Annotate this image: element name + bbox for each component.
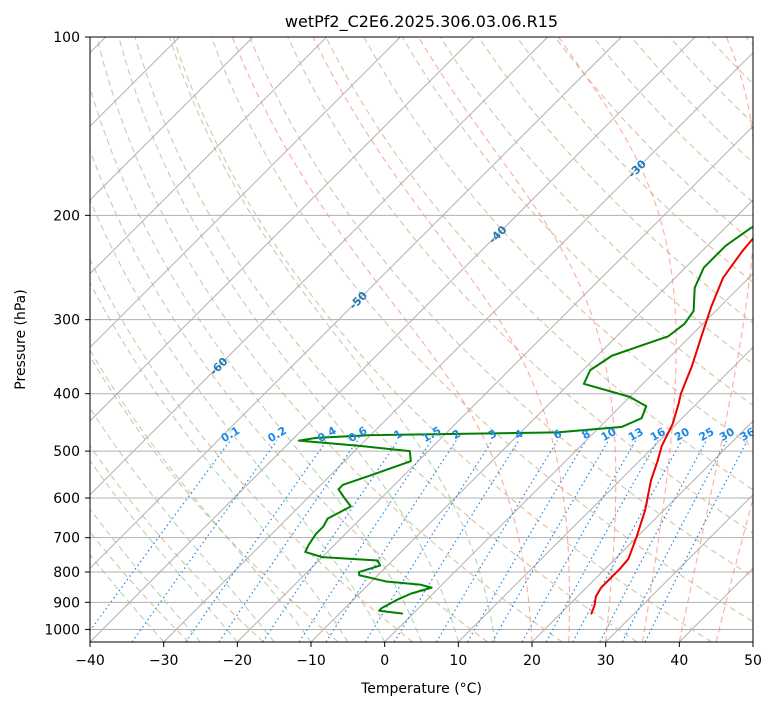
mixing-ratio-line <box>435 440 558 642</box>
moist-adiabat <box>715 496 753 642</box>
y-tick-label: 500 <box>53 444 80 460</box>
x-tick-label: 40 <box>670 653 688 669</box>
dry-adiabat <box>96 37 563 642</box>
moist-adiabat <box>90 198 386 642</box>
mixing-ratio-line <box>131 440 278 642</box>
x-tick-label: 0 <box>380 653 389 669</box>
x-tick-label: 30 <box>597 653 615 669</box>
moist-adiabat <box>90 85 423 642</box>
moist-adiabat <box>418 37 617 642</box>
dry-adiabat <box>134 37 638 642</box>
x-tick-label: 50 <box>744 653 762 669</box>
dry-adiabat <box>90 258 414 642</box>
x-tick-label: 20 <box>523 653 541 669</box>
moist-adiabat <box>90 407 275 642</box>
mixing-ratio-line <box>491 440 609 642</box>
mixing-ratio-line <box>621 440 728 642</box>
dry-adiabat <box>248 37 753 578</box>
y-axis-title: Pressure (hPa) <box>13 289 29 389</box>
moist-adiabat <box>558 37 677 642</box>
x-tick-label: −10 <box>296 653 326 669</box>
dry-adiabat <box>287 37 753 534</box>
isotherm-line <box>457 346 753 642</box>
axes: −40 −30 −20 −10 0 10 20 30 40 50 100 200 300 400 500 60… <box>44 30 762 669</box>
y-tick-label: 100 <box>53 30 80 46</box>
isotherm-line <box>90 37 475 422</box>
isotherm-line <box>531 420 753 642</box>
mixing-ratio-line <box>298 440 432 642</box>
y-tick-label: 400 <box>53 387 80 403</box>
moist-adiabat <box>90 459 238 642</box>
moist-adiabat <box>168 37 496 642</box>
mixing-ratio-line <box>644 440 748 642</box>
dewpoint-line <box>297 225 753 615</box>
y-tick-label: 900 <box>53 595 80 611</box>
mixing-ratio-line <box>364 440 493 642</box>
dry-adiabat <box>516 37 753 284</box>
moist-adiabat <box>118 37 459 642</box>
y-tick-label: 700 <box>53 531 80 547</box>
mixing-ratio-label: 36 <box>738 425 758 444</box>
dry-adiabat <box>210 37 753 623</box>
x-tick-label: −20 <box>223 653 253 669</box>
y-tick-label: 600 <box>53 491 80 507</box>
dry-adiabat <box>172 37 712 642</box>
mixing-ratio-line <box>572 440 683 642</box>
y-tick-label: 300 <box>53 313 80 329</box>
moist-adiabat <box>231 37 533 642</box>
mixing-ratio-line <box>393 440 520 642</box>
mixing-ratio-line <box>185 440 328 642</box>
isotherm-line <box>384 272 753 642</box>
y-tick-label: 200 <box>53 208 80 224</box>
x-axis-title: Temperature (°C) <box>360 681 482 697</box>
isotherm-line <box>90 37 254 201</box>
isotherm-line <box>605 493 753 642</box>
isotherm-line <box>236 125 753 642</box>
moist-adiabat <box>312 37 571 642</box>
plot-area <box>90 37 753 642</box>
mixing-ratio-line <box>466 440 587 642</box>
dry-adiabat <box>325 37 753 491</box>
chart-title: wetPf2_C2E6.2025.306.03.06.R15 <box>285 12 558 32</box>
isotherm-line <box>90 37 328 275</box>
moist-adiabat <box>678 37 753 642</box>
x-tick-label: 10 <box>449 653 467 669</box>
temperature-line <box>590 236 753 615</box>
x-tick-label: −40 <box>75 653 105 669</box>
isotherm-line <box>90 37 549 496</box>
mixing-ratio-line <box>521 440 637 642</box>
moist-adiabat <box>90 508 201 642</box>
isotherm-line <box>163 51 753 642</box>
moist-adiabat <box>90 281 349 642</box>
mixing-ratio-line <box>599 440 707 642</box>
x-tick-label: −30 <box>149 653 179 669</box>
y-tick-label: 800 <box>53 565 80 581</box>
isotherm-line <box>90 37 696 642</box>
moist-adiabat <box>90 553 165 642</box>
plot-frame <box>89 36 754 643</box>
moist-adiabat <box>90 348 312 642</box>
dry-adiabat <box>90 444 264 642</box>
mixing-ratio-line <box>545 440 659 642</box>
y-tick-label: 1000 <box>44 622 80 638</box>
isotherm-line <box>90 37 622 570</box>
